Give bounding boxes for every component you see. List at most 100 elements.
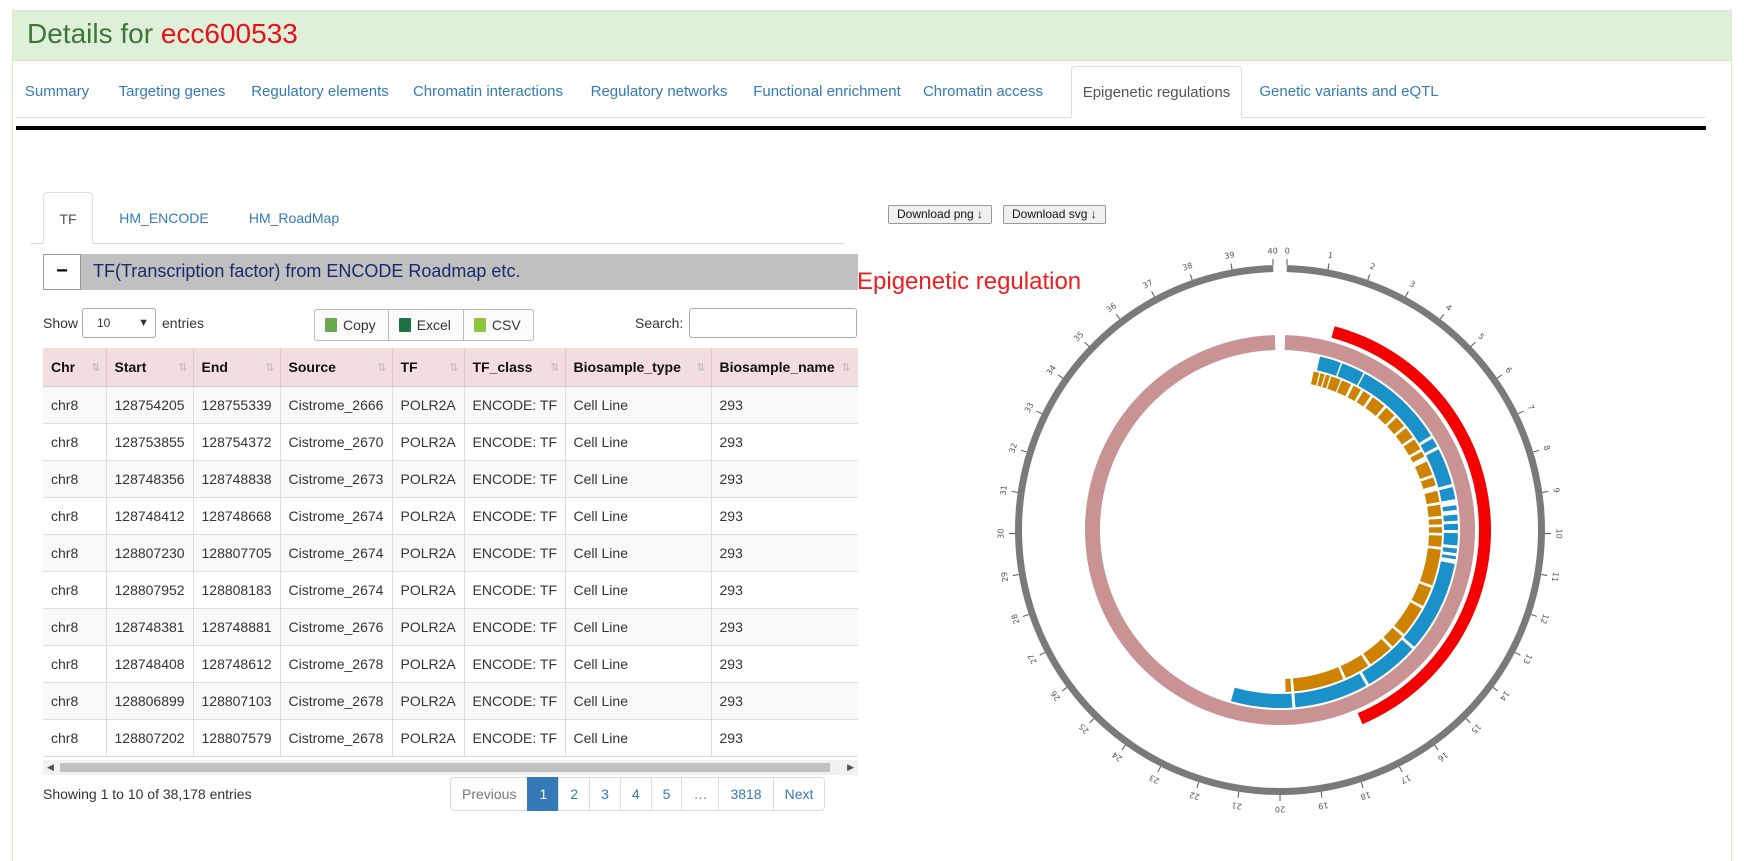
scroll-right-icon[interactable]: ▶: [847, 762, 854, 772]
scrollbar-thumb[interactable]: [60, 763, 830, 772]
table-cell: POLR2A: [392, 719, 465, 757]
tick-label: 10: [1554, 528, 1563, 538]
axis-tick: [1530, 614, 1538, 617]
axis-tick: [1022, 614, 1030, 617]
col-start[interactable]: Start ⇅: [106, 348, 194, 387]
scroll-left-icon[interactable]: ◀: [47, 762, 54, 772]
axis-tick: [1533, 449, 1540, 453]
orange-track-segment: [1427, 504, 1442, 518]
tick-label: 24: [1110, 750, 1124, 763]
page-previous[interactable]: Previous: [450, 777, 529, 811]
highlight-arc: [1331, 326, 1491, 725]
csv-button[interactable]: CSV: [462, 309, 534, 341]
orange-track-segment: [1410, 451, 1425, 463]
axis-tick: [1151, 291, 1155, 297]
col-tf-class[interactable]: TF_class ⇅: [464, 348, 566, 387]
tab-regulatory-elements[interactable]: Regulatory elements: [251, 83, 389, 100]
collapse-button[interactable]: −: [43, 254, 81, 290]
tick-label: 16: [1436, 750, 1450, 763]
tick-label: 1: [1327, 251, 1334, 261]
col-biosample-type[interactable]: Biosample_type ⇅: [565, 348, 712, 387]
tab-genetic-variants-eqtl[interactable]: Genetic variants and eQTL: [1259, 83, 1439, 100]
tab-regulatory-networks[interactable]: Regulatory networks: [590, 83, 728, 100]
tick-label: 3: [1408, 279, 1417, 289]
tick-label: 37: [1141, 278, 1154, 291]
page-5[interactable]: 5: [650, 777, 683, 811]
chart-title: Epigenetic regulation: [857, 268, 1082, 295]
table-cell: Cistrome_2673: [280, 460, 393, 498]
blue-track-segment: [1337, 363, 1364, 386]
search-input[interactable]: [689, 308, 857, 338]
col-source[interactable]: Source ⇅: [280, 348, 393, 387]
tab-summary[interactable]: Summary: [24, 83, 90, 100]
axis-tick: [1115, 313, 1121, 320]
table-row: chr8 128753855 128754372 Cistrome_2670 POLR2…: [43, 423, 858, 461]
table-cell: ENCODE: TF: [464, 386, 566, 424]
page-4[interactable]: 4: [619, 777, 652, 811]
table-cell: Cell Line: [565, 423, 712, 461]
axis-tick: [1189, 274, 1193, 281]
orange-track-segment: [1395, 428, 1413, 445]
tick-label: 29: [1000, 571, 1011, 583]
tab-chromatin-interactions[interactable]: Chromatin interactions: [412, 83, 564, 100]
tick-label: 31: [999, 485, 1009, 496]
page-1[interactable]: 1: [527, 777, 560, 811]
table-cell: 128748881: [193, 608, 281, 646]
col-tf[interactable]: TF ⇅: [392, 348, 465, 387]
tick-label: 6: [1504, 366, 1514, 375]
table-cell: 128807230: [106, 534, 194, 572]
table-row: chr8 128807952 128808183 Cistrome_2674 POLR2…: [43, 571, 858, 609]
orange-track-segment: [1365, 397, 1385, 416]
table-cell: chr8: [43, 608, 107, 646]
tab-tf[interactable]: TF: [43, 192, 93, 244]
tick-label: 4: [1444, 303, 1453, 313]
table-cell: POLR2A: [392, 386, 465, 424]
tick-label: 33: [1023, 401, 1036, 414]
tab-functional-enrichment[interactable]: Functional enrichment: [753, 83, 901, 100]
table-row: chr8 128807230 128807705 Cistrome_2674 POLR2…: [43, 534, 858, 572]
tab-hm-encode[interactable]: HM_ENCODE: [119, 210, 209, 226]
tick-label: 8: [1542, 444, 1552, 452]
tab-targeting-genes[interactable]: Targeting genes: [118, 83, 226, 100]
tick-label: 12: [1539, 613, 1551, 626]
page-next[interactable]: Next: [772, 777, 826, 811]
table-cell: chr8: [43, 460, 107, 498]
page-3[interactable]: 3: [589, 777, 621, 811]
page-title: Details for ecc600533: [27, 18, 298, 50]
blue-track-segment: [1420, 438, 1438, 454]
table-row: chr8 128748381 128748881 Cistrome_2676 POLR2…: [43, 608, 858, 646]
search-label: Search:: [635, 315, 684, 331]
tab-hm-roadmap[interactable]: HM_RoadMap: [248, 210, 340, 226]
table-cell: POLR2A: [392, 497, 465, 535]
copy-button[interactable]: Copy: [314, 309, 389, 341]
col-chr[interactable]: Chr ⇅: [43, 348, 107, 387]
table-cell: chr8: [43, 645, 107, 683]
table-row: chr8 128748356 128748838 Cistrome_2673 POLR2…: [43, 460, 858, 498]
tick-label: 25: [1077, 722, 1091, 736]
table-cell: Cell Line: [565, 386, 712, 424]
tab-chromatin-access[interactable]: Chromatin access: [922, 83, 1044, 100]
page-2[interactable]: 2: [558, 777, 591, 811]
download-svg-button[interactable]: Download svg ↓: [1003, 205, 1106, 224]
page-3818[interactable]: 3818: [718, 777, 774, 811]
table-row: chr8 128806899 128807103 Cistrome_2678 POLR2…: [43, 682, 858, 720]
orange-track-segment: [1428, 527, 1442, 533]
col-biosample-name[interactable]: Biosample_name ⇅: [711, 348, 858, 387]
blue-track-segment: [1230, 687, 1293, 708]
excel-button[interactable]: Excel: [387, 309, 464, 341]
axis-tick: [1039, 652, 1046, 656]
blue-track-segment: [1294, 673, 1367, 708]
col-end[interactable]: End ⇅: [193, 348, 281, 387]
tab-epigenetic-regulations[interactable]: Epigenetic regulations: [1071, 66, 1242, 118]
axis-tick: [1542, 490, 1549, 493]
tick-label: 36: [1105, 301, 1119, 314]
tick-label: 7: [1526, 403, 1536, 412]
table-cell: POLR2A: [392, 571, 465, 609]
entries-select[interactable]: 10 ▼: [82, 308, 156, 338]
orange-track-segment: [1428, 518, 1442, 525]
tick-label: 17: [1399, 773, 1412, 786]
orange-track-segment: [1337, 380, 1352, 397]
download-png-button[interactable]: Download png ↓: [888, 205, 993, 224]
tick-label: 14: [1498, 689, 1511, 703]
horizontal-scrollbar[interactable]: ◀ ▶: [43, 760, 858, 775]
